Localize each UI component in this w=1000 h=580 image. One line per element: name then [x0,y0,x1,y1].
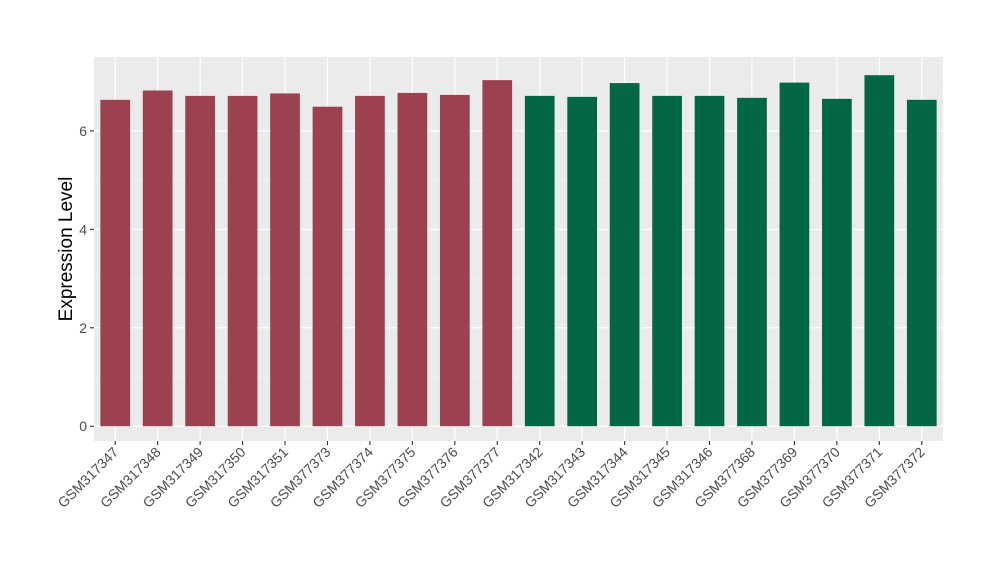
y-axis: 0 2 4 6 [79,123,94,434]
plot-panel [94,57,943,441]
bar-GSM377373 [312,106,343,427]
bar-GSM377375 [397,92,428,427]
bar-GSM317351 [270,93,300,427]
y-tick-label: 6 [79,123,87,139]
bar-GSM377377 [482,80,513,427]
x-axis: GSM317347GSM317348GSM317349GSM317350GSM3… [54,441,928,511]
bar-GSM317350 [227,95,258,427]
bar-GSM317344 [609,83,640,427]
bars [100,75,937,427]
bar-GSM377371 [864,75,895,427]
y-axis-label: Expression Level [56,177,77,322]
bar-GSM377372 [906,99,937,427]
y-tick-label: 2 [79,320,87,336]
bar-GSM377368 [737,97,767,427]
bar-GSM377369 [779,82,810,427]
bar-GSM377370 [822,98,852,427]
bar-GSM317345 [652,95,682,427]
bar-GSM317343 [567,96,598,427]
y-tick-label: 4 [79,221,87,237]
bar-GSM317347 [100,99,131,427]
bar-GSM317346 [694,95,725,427]
y-tick-label: 0 [79,418,87,434]
bar-GSM377374 [355,95,385,427]
bar-GSM317349 [185,95,215,427]
bar-GSM377376 [439,94,470,427]
bar-GSM317348 [142,90,173,427]
bar-GSM317342 [524,95,555,427]
